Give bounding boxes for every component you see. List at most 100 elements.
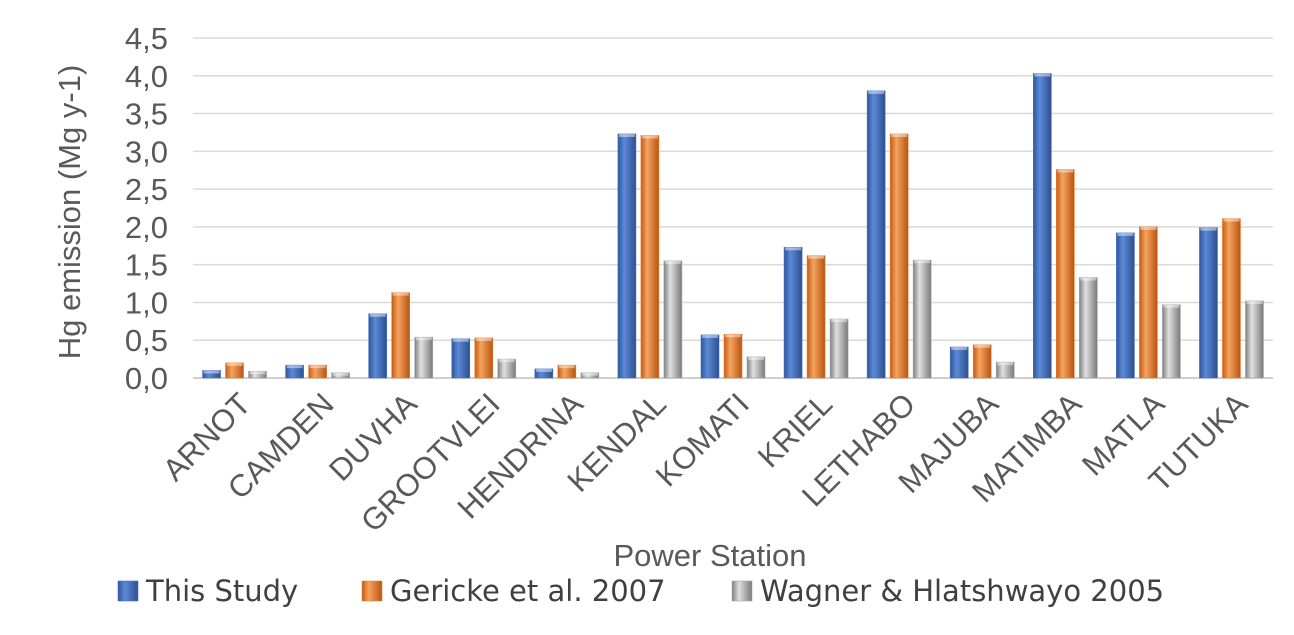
bar-cap	[558, 365, 575, 369]
bar-this-study-hendrina	[534, 368, 554, 379]
bar-cap	[226, 362, 243, 366]
bar-cap	[286, 365, 303, 369]
bar-cap	[452, 338, 469, 342]
legend: This Study Gericke et al. 2007 Wagner & Hl…	[117, 574, 1164, 608]
y-tick-label: 0,0	[125, 361, 168, 396]
bar-cap	[1223, 218, 1240, 222]
y-tick-label: 1,5	[125, 248, 168, 283]
bar-cap	[702, 334, 718, 338]
bar-this-study-kendal	[617, 133, 637, 379]
bar-wagner-hlatshwayo-2005-matimba	[1079, 277, 1098, 379]
legend-swatch	[117, 580, 139, 602]
bar-this-study-arnot	[202, 370, 221, 379]
bar-cap	[1200, 227, 1217, 231]
bar-wagner-hlatshwayo-2005-komati	[746, 356, 766, 379]
bar-gericke-et-al-2007-camden	[308, 364, 327, 379]
bar-wagner-hlatshwayo-2005-kendal	[663, 260, 683, 379]
bar-this-study-matla	[1116, 232, 1135, 379]
bar-gericke-et-al-2007-lethabo	[889, 133, 909, 379]
bar-cap	[641, 135, 658, 139]
x-tick-label: KOMATI	[649, 386, 756, 493]
y-tick-label: 4,0	[125, 59, 168, 94]
bar-cap	[535, 368, 552, 372]
bar-cap	[748, 356, 764, 360]
bar-this-study-majuba	[949, 346, 969, 379]
bar-cap	[1163, 304, 1180, 308]
bar-cap	[249, 371, 266, 375]
legend-label: Wagner & Hlatshwayo 2005	[760, 574, 1164, 608]
legend-swatch	[731, 580, 753, 602]
bar-gericke-et-al-2007-hendrina	[557, 364, 577, 379]
bar-this-study-kriel	[783, 246, 803, 379]
bar-cap	[725, 334, 741, 338]
bar-cap	[1246, 300, 1263, 304]
bar-wagner-hlatshwayo-2005-matla	[1162, 304, 1181, 379]
bar-cap	[664, 260, 681, 264]
bar-this-study-grootvlei	[451, 338, 471, 379]
bar-cap	[332, 372, 349, 376]
bar-cap	[1080, 277, 1097, 281]
y-tick-label: 2,0	[125, 210, 168, 245]
bar-gericke-et-al-2007-duvha	[391, 292, 410, 379]
bar-cap	[309, 365, 326, 369]
bar-cap	[1034, 73, 1051, 77]
bar-cap	[475, 337, 492, 341]
legend-swatch	[361, 580, 383, 602]
y-tick-label: 2,5	[125, 172, 168, 207]
bar-cap	[1140, 226, 1157, 230]
bar-gericke-et-al-2007-kriel	[806, 255, 826, 379]
bar-gericke-et-al-2007-arnot	[225, 362, 244, 379]
bar-this-study-lethabo	[866, 90, 886, 379]
bar-wagner-hlatshwayo-2005-grootvlei	[497, 358, 517, 379]
bar-wagner-hlatshwayo-2005-kriel	[829, 318, 849, 379]
bar-cap	[831, 319, 848, 323]
bar-this-study-camden	[285, 364, 304, 379]
bar-gericke-et-al-2007-grootvlei	[474, 337, 494, 379]
legend-label: This Study	[145, 574, 298, 608]
y-tick-label: 4,5	[125, 21, 168, 56]
bar-this-study-matimba	[1033, 73, 1052, 379]
bar-cap	[868, 90, 885, 94]
bar-cap	[997, 362, 1014, 366]
bar-cap	[914, 260, 931, 264]
bar-wagner-hlatshwayo-2005-tutuka	[1245, 300, 1264, 379]
bar-gericke-et-al-2007-majuba	[972, 344, 992, 379]
y-tick-label: 0,5	[125, 323, 168, 358]
y-axis-title: Hg emission (Mg y-1)	[52, 65, 87, 360]
bar-gericke-et-al-2007-matla	[1139, 226, 1158, 379]
bar-cap	[951, 347, 968, 351]
bar-cap	[392, 292, 409, 296]
y-tick-label: 1,0	[125, 285, 168, 320]
bar-gericke-et-al-2007-komati	[723, 333, 743, 379]
y-tick-label: 3,0	[125, 134, 168, 169]
bar-cap	[581, 372, 598, 376]
gridlines	[193, 37, 1273, 379]
x-axis-title: Power Station	[614, 538, 807, 573]
bar-cap	[618, 133, 635, 137]
y-tick-labels: 0,00,51,01,52,02,53,03,54,04,5	[125, 21, 168, 396]
y-tick-label: 3,5	[125, 97, 168, 132]
bar-wagner-hlatshwayo-2005-arnot	[248, 370, 267, 379]
bar-wagner-hlatshwayo-2005-hendrina	[580, 372, 600, 379]
bar-wagner-hlatshwayo-2005-duvha	[414, 336, 433, 379]
bar-gericke-et-al-2007-kendal	[640, 135, 660, 379]
bar-this-study-komati	[700, 334, 720, 379]
bar-gericke-et-al-2007-matimba	[1056, 169, 1075, 379]
bar-cap	[1117, 232, 1134, 236]
bar-cap	[808, 255, 825, 259]
bar-cap	[891, 133, 908, 137]
bar-wagner-hlatshwayo-2005-camden	[331, 372, 350, 379]
legend-label: Gericke et al. 2007	[390, 574, 666, 608]
bar-gericke-et-al-2007-tutuka	[1222, 218, 1241, 379]
bar-cap	[498, 359, 515, 363]
bar-cap	[369, 313, 386, 317]
bar-cap	[415, 337, 432, 341]
bar-cap	[974, 344, 991, 348]
x-tick-labels: ARNOTCAMDENDUVHAGROOTVLEIHENDRINAKENDALK…	[156, 386, 1255, 539]
bar-this-study-tutuka	[1199, 227, 1218, 379]
bar-this-study-duvha	[368, 313, 387, 379]
bar-cap	[785, 247, 802, 251]
bar-wagner-hlatshwayo-2005-lethabo	[912, 259, 932, 379]
bar-cap	[1057, 169, 1074, 173]
